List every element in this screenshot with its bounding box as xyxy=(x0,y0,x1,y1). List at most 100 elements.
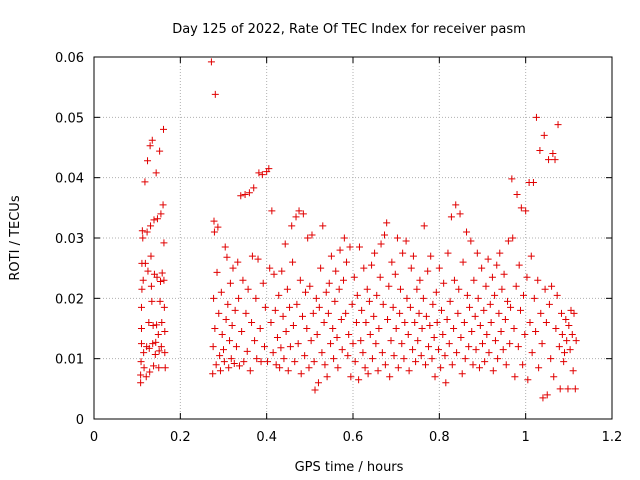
data-point xyxy=(535,364,543,372)
data-point xyxy=(418,325,426,332)
data-point xyxy=(497,328,505,336)
data-point xyxy=(381,361,389,369)
data-point xyxy=(516,306,524,314)
data-point xyxy=(570,309,578,317)
data-point xyxy=(281,240,289,248)
data-point xyxy=(355,376,363,384)
data-point xyxy=(443,315,451,323)
data-point xyxy=(378,349,386,357)
data-point xyxy=(406,303,414,311)
data-point xyxy=(400,355,408,363)
data-point xyxy=(424,267,432,275)
data-point xyxy=(144,267,152,275)
data-point xyxy=(149,340,157,348)
data-point xyxy=(139,276,147,284)
data-point xyxy=(153,215,161,223)
data-point xyxy=(270,270,278,278)
data-point xyxy=(144,157,152,165)
data-point xyxy=(160,276,168,284)
data-point xyxy=(359,349,367,357)
data-point xyxy=(422,361,430,369)
data-point xyxy=(161,328,169,336)
data-point xyxy=(211,90,219,98)
data-point xyxy=(323,373,331,381)
x-tick-label: 0.4 xyxy=(256,430,277,445)
data-point xyxy=(355,243,363,251)
data-point xyxy=(218,331,226,339)
chart-title: Day 125 of 2022, Rate Of TEC Index for r… xyxy=(172,22,526,37)
data-point xyxy=(522,207,530,215)
data-point xyxy=(415,309,423,317)
data-point xyxy=(526,318,534,326)
data-point xyxy=(137,371,145,379)
data-point xyxy=(149,321,157,329)
data-point xyxy=(435,264,443,272)
data-point xyxy=(409,252,417,260)
data-point xyxy=(226,337,234,345)
data-point xyxy=(496,249,504,257)
data-point xyxy=(216,367,224,375)
data-point xyxy=(509,234,517,242)
data-point xyxy=(348,300,356,308)
data-point xyxy=(534,276,542,284)
data-point xyxy=(491,291,499,299)
data-point xyxy=(302,288,310,296)
data-point xyxy=(306,282,314,290)
data-point xyxy=(452,201,460,209)
data-point xyxy=(261,303,269,311)
data-point xyxy=(454,309,462,317)
data-point xyxy=(488,273,496,281)
data-point xyxy=(160,239,168,247)
data-point xyxy=(441,352,449,360)
data-point xyxy=(294,340,302,348)
data-point xyxy=(238,328,246,336)
data-point xyxy=(214,223,222,231)
data-point xyxy=(158,269,166,277)
data-point xyxy=(425,343,433,351)
data-point xyxy=(293,300,301,308)
data-point xyxy=(552,325,560,332)
data-point xyxy=(268,207,276,215)
data-point xyxy=(476,321,484,329)
data-point xyxy=(485,349,493,357)
data-point xyxy=(541,285,549,293)
data-point xyxy=(471,312,479,320)
data-point xyxy=(156,147,164,155)
data-point xyxy=(254,255,262,263)
data-point xyxy=(147,252,155,260)
data-point xyxy=(235,362,243,370)
data-point xyxy=(482,282,490,290)
data-point xyxy=(426,321,434,329)
x-tick-label: 0 xyxy=(90,430,98,445)
data-point xyxy=(383,219,391,227)
y-tick-label: 0.05 xyxy=(55,111,84,126)
data-point xyxy=(279,312,287,320)
x-tick-label: 0.8 xyxy=(429,430,450,445)
data-point xyxy=(142,373,150,381)
data-point xyxy=(480,306,488,314)
data-point xyxy=(549,150,557,158)
data-point xyxy=(558,331,566,339)
data-point xyxy=(444,249,452,257)
data-point xyxy=(282,328,290,336)
data-point xyxy=(538,340,546,348)
data-point xyxy=(343,258,351,266)
data-point xyxy=(226,279,234,287)
data-point xyxy=(467,237,475,245)
data-point xyxy=(338,346,346,354)
data-point xyxy=(399,249,407,257)
data-point xyxy=(352,318,360,326)
data-point xyxy=(350,273,358,281)
data-point xyxy=(310,358,318,366)
data-point xyxy=(216,352,224,360)
data-point xyxy=(275,291,283,299)
data-point xyxy=(314,379,322,387)
data-point xyxy=(500,270,508,278)
data-point xyxy=(307,337,315,345)
data-point xyxy=(305,364,313,372)
data-point xyxy=(251,337,259,345)
x-tick-label: 1.2 xyxy=(602,430,623,445)
data-point xyxy=(508,175,516,183)
data-point xyxy=(448,361,456,369)
data-point xyxy=(280,355,288,363)
